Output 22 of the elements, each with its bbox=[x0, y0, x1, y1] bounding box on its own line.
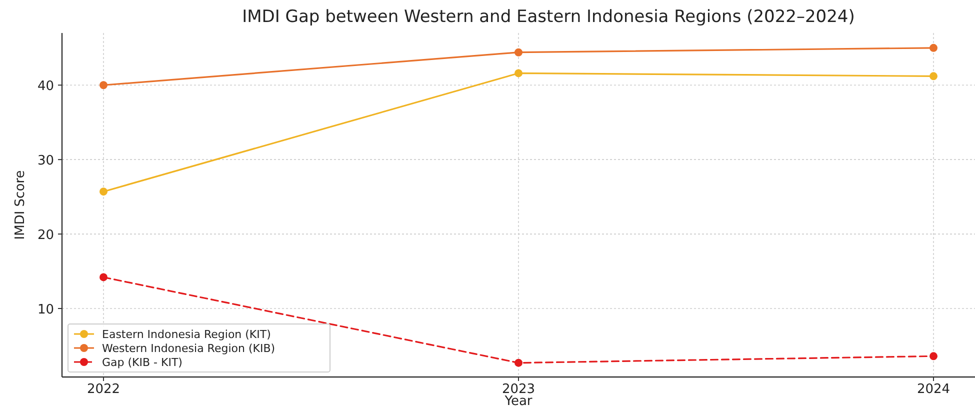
y-axis-title: IMDI Score bbox=[13, 170, 28, 240]
y-tick-label: 10 bbox=[37, 302, 54, 318]
x-tick-label: 2024 bbox=[916, 382, 950, 397]
point bbox=[930, 44, 938, 52]
point bbox=[100, 188, 108, 196]
point bbox=[514, 48, 522, 56]
legend-label: Gap (KIB - KIT) bbox=[102, 356, 182, 369]
y-tick-label: 20 bbox=[37, 228, 54, 244]
point bbox=[100, 81, 108, 90]
x-axis-title: Year bbox=[504, 394, 533, 409]
legend-label: Western Indonesia Region (KIB) bbox=[102, 342, 276, 355]
point bbox=[930, 352, 938, 360]
point bbox=[514, 69, 522, 78]
y-tick-label: 40 bbox=[37, 79, 54, 94]
y-tick-label: 30 bbox=[37, 154, 54, 169]
point bbox=[514, 358, 522, 367]
chart-title: IMDI Gap between Western and Eastern Indonesia Regions (2022–2024) bbox=[242, 7, 855, 27]
x-tick-label: 2022 bbox=[86, 382, 120, 397]
point bbox=[930, 72, 938, 80]
point bbox=[100, 273, 108, 282]
x-tick-label: 2023 bbox=[502, 382, 536, 397]
legend-label: Eastern Indonesia Region (KIT) bbox=[102, 328, 271, 341]
